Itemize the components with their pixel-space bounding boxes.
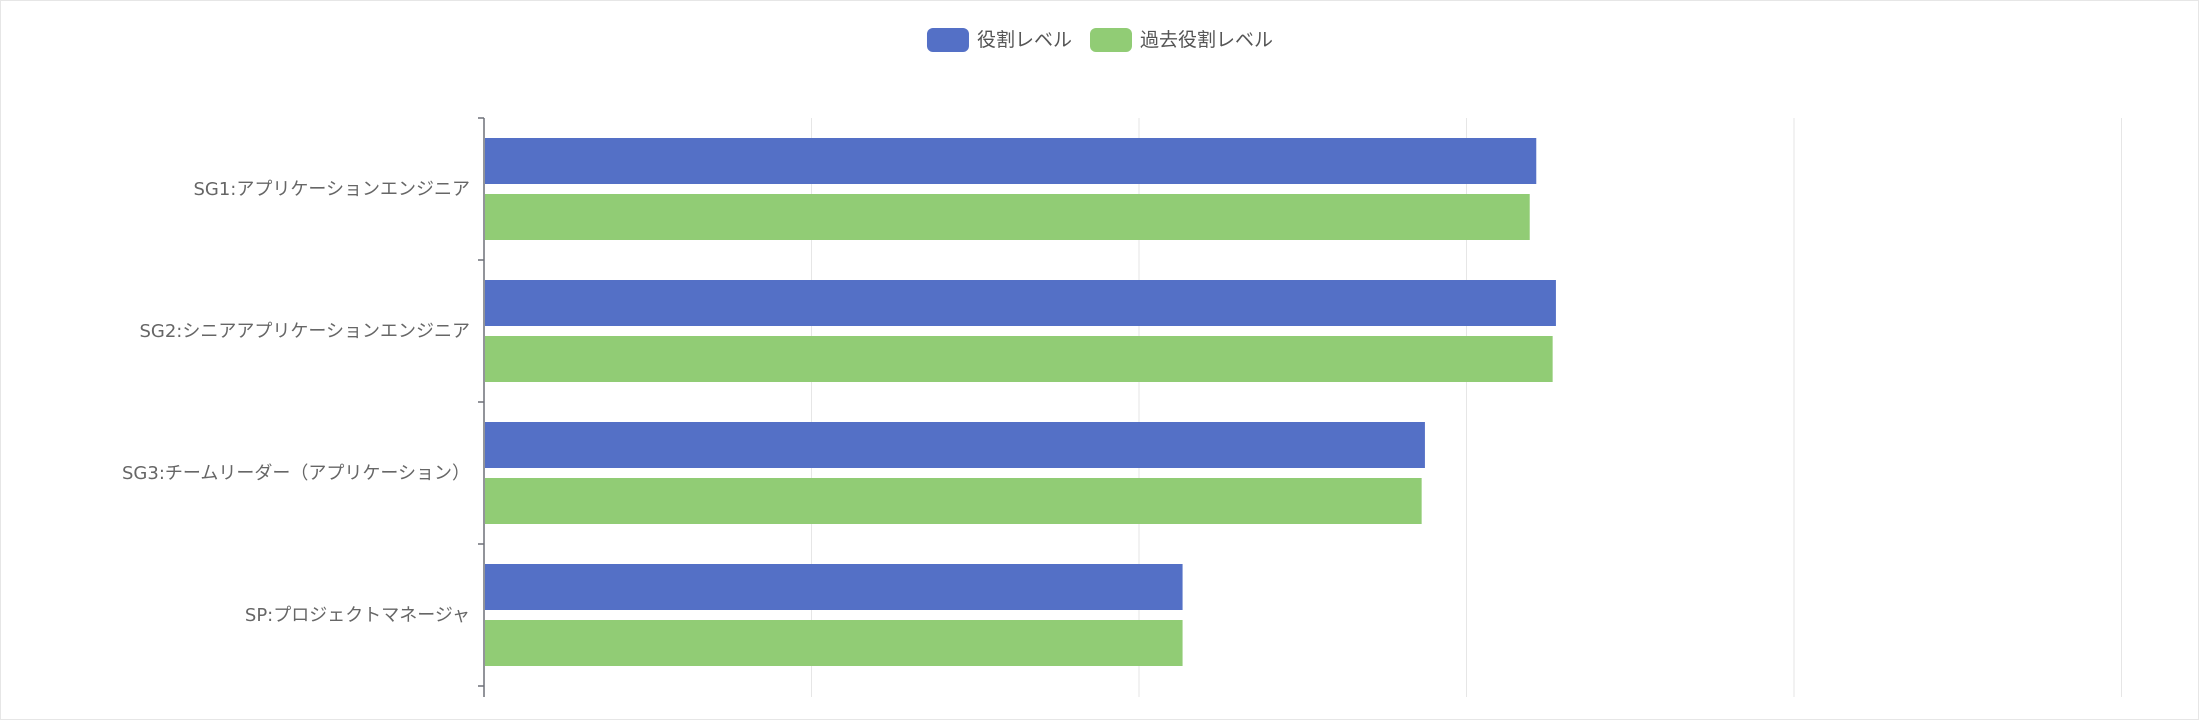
legend-label-past-role-level[interactable]: 過去役割レベル — [1140, 29, 1273, 51]
category-label: SG3:チームリーダー（アプリケーション） — [122, 463, 470, 484]
bar-role-level — [485, 138, 1537, 184]
bar-role-level — [485, 564, 1183, 610]
legend-swatch-role-level[interactable] — [926, 28, 969, 52]
bar-role-level — [485, 422, 1425, 468]
category-label: SP:プロジェクトマネージャ — [245, 605, 470, 626]
bar-past-role-level — [485, 478, 1422, 524]
legend-swatch-past-role-level[interactable] — [1090, 28, 1132, 52]
legend-label-role-level[interactable]: 役割レベル — [977, 29, 1072, 51]
category-label: SG2:シニアアプリケーションエンジニア — [139, 321, 470, 342]
bar-role-level — [485, 280, 1556, 326]
bar-past-role-level — [485, 336, 1553, 382]
bar-chart: SG1:アプリケーションエンジニア SG2:シニアアプリケーションエンジニア SG3… — [122, 28, 2122, 697]
category-label: SG1:アプリケーションエンジニア — [193, 179, 470, 200]
bar-past-role-level — [485, 620, 1183, 666]
bar-past-role-level — [485, 194, 1530, 240]
